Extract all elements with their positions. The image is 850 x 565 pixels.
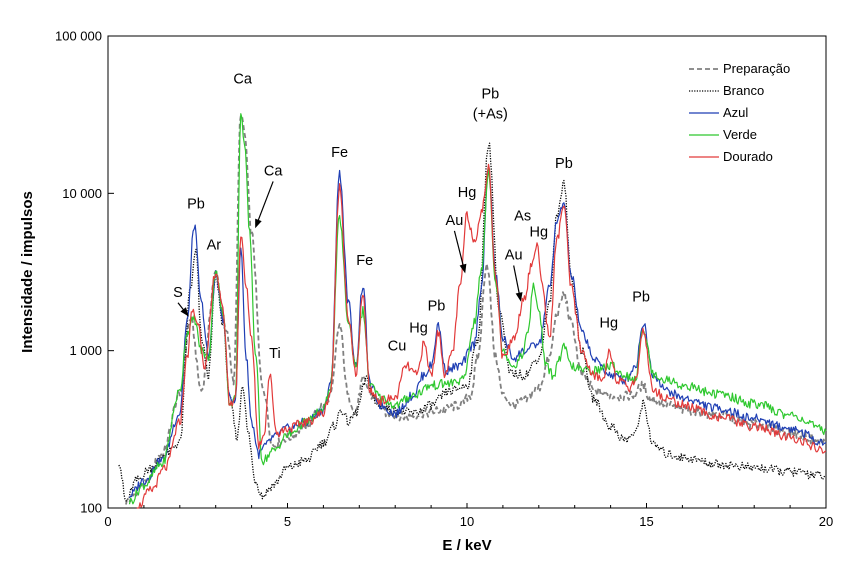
y-tick-label: 100 — [80, 501, 102, 516]
legend-label: Preparação — [723, 61, 790, 76]
annotation-arrow-line — [513, 265, 521, 295]
peak-label: Cu — [388, 339, 407, 355]
legend-label: Verde — [723, 127, 757, 142]
legend-label: Dourado — [723, 149, 773, 164]
peak-label: Hg — [409, 321, 428, 337]
peak-label: Pb — [481, 87, 499, 103]
annotation-arrowhead — [180, 307, 189, 317]
peak-label: Au — [446, 213, 464, 229]
y-tick-label: 1 000 — [69, 343, 102, 358]
legend-label: Azul — [723, 105, 748, 120]
x-tick-label: 5 — [284, 514, 291, 529]
peak-label: Ca — [233, 71, 252, 87]
legend-label: Branco — [723, 83, 764, 98]
x-tick-label: 0 — [104, 514, 111, 529]
annotation-arrowhead — [255, 218, 262, 229]
peak-label: As — [514, 209, 531, 225]
peak-label: Hg — [530, 225, 549, 241]
annotation-arrowhead — [515, 292, 523, 302]
peak-label: Au — [505, 247, 523, 263]
legend: Preparação Branco Azul Verde Dourado — [689, 61, 790, 164]
y-axis: 100 1 000 10 000 100 000 — [55, 29, 114, 516]
peak-label: Fe — [356, 253, 373, 269]
peak-label: Ca — [264, 163, 283, 179]
series-line-verde — [128, 113, 827, 505]
x-tick-label: 20 — [819, 514, 833, 529]
peak-label: Pb — [187, 197, 205, 213]
peak-label: Ti — [269, 346, 281, 362]
peak-label: S — [173, 285, 183, 301]
peak-label: Pb — [555, 156, 573, 172]
peak-label: Ar — [207, 237, 222, 253]
x-axis-title: E / keV — [442, 537, 491, 554]
y-axis-title: Intensidade / impulsos — [19, 191, 36, 353]
y-tick-label: 100 000 — [55, 29, 102, 44]
y-tick-label: 10 000 — [62, 186, 102, 201]
peak-label: (+As) — [473, 106, 508, 122]
annotation-arrow-line — [257, 181, 274, 222]
series-line-dourado — [136, 163, 827, 509]
peak-label: Fe — [331, 145, 348, 161]
x-tick-label: 15 — [639, 514, 653, 529]
annotation-arrowhead — [459, 263, 467, 274]
peak-label: Pb — [428, 299, 446, 315]
series-line-azul — [129, 166, 827, 499]
series-group — [118, 113, 827, 509]
x-tick-label: 10 — [460, 514, 474, 529]
peak-annotations: SPbArCaCaTiFeFeCuHgPbAuHgPb(+As)AsAuHgPb… — [173, 71, 650, 362]
annotation-arrow-line — [453, 230, 465, 267]
peak-label: Pb — [632, 290, 650, 306]
x-axis: 0 5 10 15 20 — [104, 503, 833, 529]
peak-label: Hg — [600, 316, 619, 332]
peak-label: Hg — [458, 185, 477, 201]
